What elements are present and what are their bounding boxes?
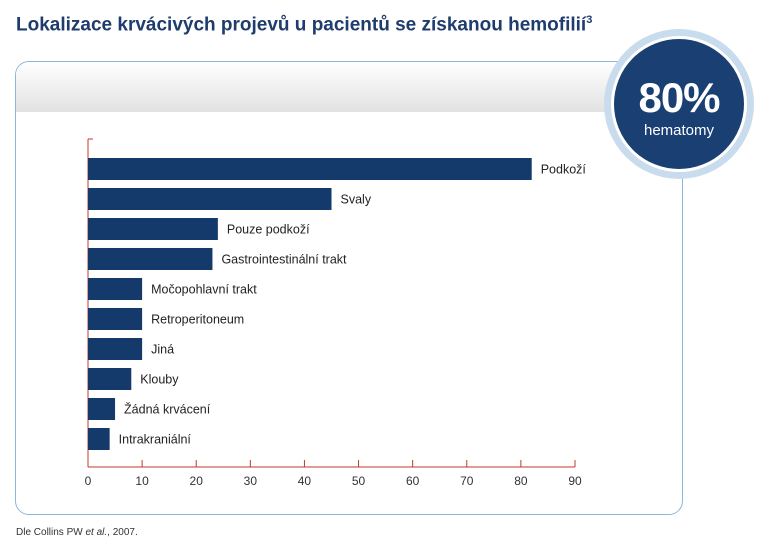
source-prefix: Dle Collins PW	[16, 527, 86, 538]
chart-title-text: Lokalizace krvácivých projevů u pacientů…	[16, 14, 587, 36]
bar	[88, 278, 143, 300]
x-tick-label: 60	[406, 474, 420, 488]
x-tick-label: 10	[135, 474, 149, 488]
panel-header-band	[16, 62, 682, 112]
title-reference: 3	[586, 14, 593, 26]
source-italic: et al.	[85, 527, 108, 538]
x-tick-label: 30	[244, 474, 258, 488]
bar-category-label: Klouby	[140, 373, 179, 387]
bar-category-label: Gastrointestinální trakt	[221, 253, 347, 267]
x-tick-label: 80	[514, 474, 528, 488]
x-tick-label: 0	[85, 474, 92, 488]
bar-category-label: Svaly	[341, 193, 372, 207]
bar	[88, 248, 213, 270]
bar	[88, 428, 110, 450]
bar	[88, 158, 532, 180]
x-tick-label: 50	[352, 474, 366, 488]
badge-label: hematomy	[643, 122, 715, 139]
bar-category-label: Žádná krvácení	[124, 402, 211, 417]
bar	[88, 338, 143, 360]
source-note: Dle Collins PW et al., 2007.	[16, 527, 138, 538]
bar-category-label: Pouze podkoží	[227, 223, 310, 237]
bar-category-label: Močopohlavní trakt	[151, 283, 257, 297]
bar-category-label: Retroperitoneum	[151, 313, 244, 327]
x-tick-label: 40	[298, 474, 312, 488]
bar	[88, 308, 143, 330]
highlight-badge-circle: 80% hematomy	[611, 36, 747, 172]
highlight-badge: 80% hematomy	[604, 29, 754, 179]
bar-category-label: Jiná	[151, 343, 174, 357]
bar	[88, 188, 332, 210]
badge-value: 80%	[638, 74, 720, 121]
bar-category-label: Podkoží	[541, 163, 587, 177]
chart-title: Lokalizace krvácivých projevů u pacientů…	[16, 14, 592, 36]
x-tick-label: 90	[568, 474, 582, 488]
x-tick-label: 70	[460, 474, 474, 488]
bar	[88, 218, 218, 240]
bar	[88, 398, 116, 420]
bar-category-label: Intrakraniální	[119, 433, 192, 447]
x-tick-label: 20	[190, 474, 204, 488]
source-suffix: , 2007.	[107, 527, 138, 538]
bar	[88, 368, 132, 390]
